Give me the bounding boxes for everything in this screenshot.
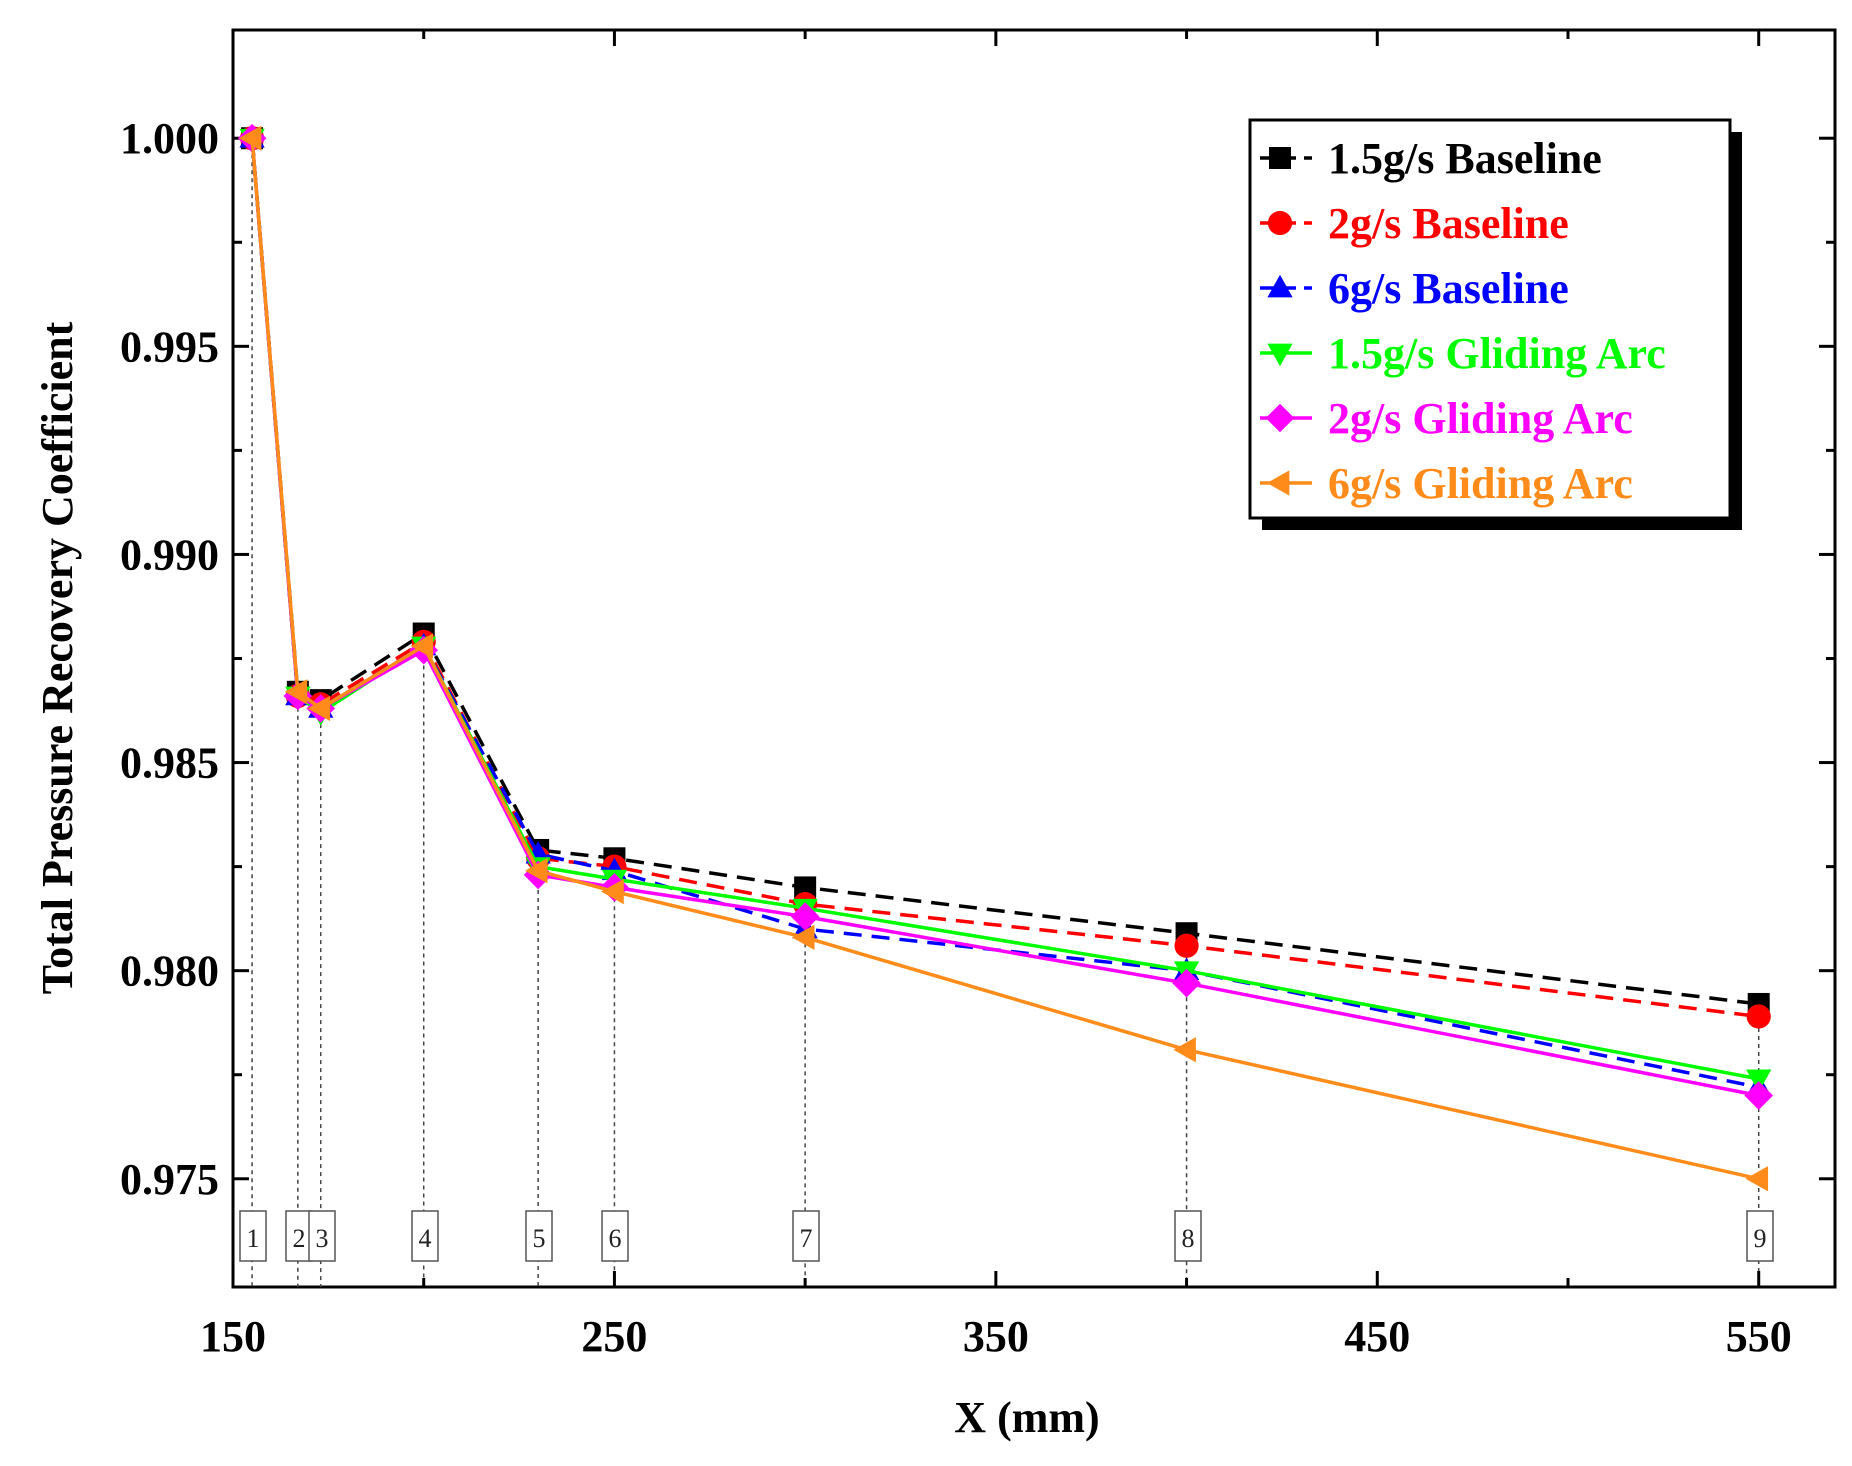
circle-marker — [1746, 1004, 1771, 1029]
station-marker-label: 1 — [247, 1224, 260, 1253]
y-tick-label: 0.980 — [120, 947, 219, 996]
legend-label: 6g/s Baseline — [1328, 264, 1569, 313]
y-tick-label: 0.995 — [120, 322, 219, 371]
triangle-down-marker — [1746, 1069, 1772, 1093]
square-marker — [794, 876, 817, 899]
triangle-left-marker — [307, 695, 331, 722]
triangle-left-marker — [1745, 1166, 1769, 1192]
series-layer — [237, 123, 1774, 1192]
diamond-marker — [1744, 1081, 1774, 1110]
x-tick-label: 150 — [200, 1312, 266, 1361]
legend-label: 6g/s Gliding Arc — [1328, 459, 1633, 508]
diamond-marker — [790, 902, 820, 931]
station-marker-label: 6 — [609, 1224, 622, 1253]
station-marker-label: 7 — [800, 1224, 813, 1253]
station-marker-box — [1174, 1210, 1202, 1262]
triangle-up-marker — [1267, 274, 1293, 298]
station-marker-box — [792, 1210, 820, 1262]
station-marker-box — [411, 1210, 439, 1262]
legend-label: 2g/s Baseline — [1328, 199, 1569, 248]
y-axis-title: Total Pressure Recovery Coefficient — [33, 321, 82, 994]
triangle-left-marker — [791, 924, 815, 951]
triangle-left-marker — [284, 679, 308, 705]
triangle-left-marker — [410, 633, 434, 659]
diamond-marker — [1265, 403, 1295, 433]
station-marker-label: 8 — [1182, 1224, 1195, 1253]
triangle-down-marker — [1267, 343, 1293, 367]
station-marker-box — [1746, 1210, 1774, 1262]
station-marker-label: 5 — [533, 1224, 546, 1253]
station-marker-box — [601, 1210, 629, 1262]
station-marker-box — [525, 1210, 553, 1262]
triangle-left-marker — [1266, 470, 1290, 496]
triangle-left-marker — [238, 125, 262, 151]
legend-box — [1248, 118, 1732, 520]
station-marker-label: 3 — [316, 1224, 329, 1253]
legend-label: 1.5g/s Gliding Arc — [1328, 329, 1666, 378]
station-marker-label: 4 — [419, 1224, 432, 1253]
x-axis-title: X (mm) — [954, 1393, 1099, 1442]
station-marker-label: 2 — [293, 1224, 306, 1253]
x-tick-label: 450 — [1344, 1312, 1410, 1361]
square-marker — [1269, 147, 1291, 169]
x-tick-label: 250 — [581, 1312, 647, 1361]
station-marker-box — [308, 1210, 336, 1262]
triangle-left-marker — [524, 858, 548, 884]
circle-marker — [1174, 933, 1199, 958]
diamond-marker — [1172, 968, 1201, 998]
y-tick-label: 0.990 — [120, 530, 219, 579]
legend-label: 2g/s Gliding Arc — [1328, 394, 1633, 443]
y-tick-label: 0.975 — [120, 1155, 219, 1204]
x-tick-label: 550 — [1726, 1312, 1792, 1361]
y-tick-label: 0.985 — [120, 739, 219, 788]
x-tick-label: 350 — [963, 1312, 1029, 1361]
circle-marker — [1267, 210, 1293, 236]
station-marker-label: 9 — [1754, 1224, 1767, 1253]
y-tick-label: 1.000 — [120, 114, 219, 163]
triangle-left-marker — [1173, 1037, 1196, 1063]
triangle-left-marker — [601, 878, 624, 905]
station-marker-box — [285, 1210, 313, 1262]
legend-label: 1.5g/s Baseline — [1328, 134, 1602, 183]
axis-ticks: 150 250 350 450 550 0.975 0.980 0.985 0.990 0.995… — [120, 30, 1835, 1361]
legend: 1.5g/s Baseline 2g/s Baseline 6g/s Baselin… — [1248, 118, 1742, 530]
station-marker-box — [239, 1210, 267, 1262]
series-6 — [238, 125, 1769, 1192]
